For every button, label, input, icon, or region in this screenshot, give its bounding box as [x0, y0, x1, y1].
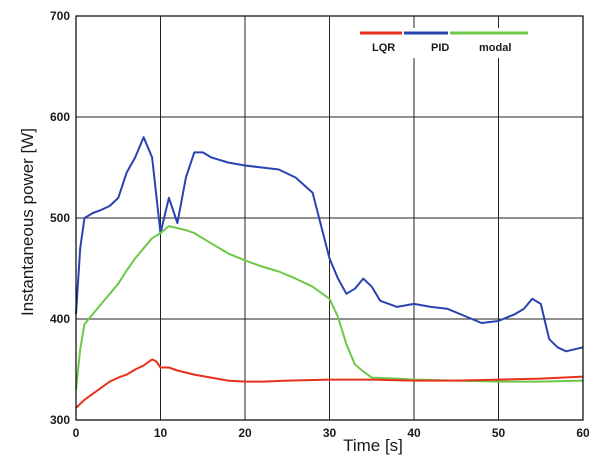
series-line-lqr — [75, 358, 584, 409]
x-tick-label: 30 — [323, 426, 337, 440]
x-tick-label: 0 — [73, 426, 80, 440]
series-layer — [75, 136, 584, 409]
plot-frame — [75, 15, 584, 421]
y-axis-label: Instantaneous power [W] — [18, 128, 37, 316]
legend-label-modal: modal — [479, 42, 511, 54]
x-tick-label: 60 — [576, 426, 590, 440]
series-line-pid — [75, 136, 584, 353]
x-axis-label: Time [s] — [343, 436, 403, 455]
x-tick-label: 20 — [238, 426, 252, 440]
series-line-modal — [75, 225, 584, 390]
y-tick-label: 700 — [50, 9, 70, 23]
legend-label-lqr: LQR — [372, 42, 395, 54]
y-tick-label: 600 — [50, 110, 70, 124]
x-tick-label: 40 — [407, 426, 421, 440]
y-tick-label: 300 — [50, 413, 70, 427]
y-tick-label: 400 — [50, 312, 70, 326]
legend-label-pid: PID — [431, 42, 449, 54]
x-tick-label: 10 — [154, 426, 168, 440]
y-tick-label: 500 — [50, 211, 70, 225]
tick-labels: 0 10 20 30 40 50 60 300 400 500 600 700 — [50, 9, 590, 440]
legend: LQR PID modal — [358, 28, 528, 58]
x-tick-label: 50 — [492, 426, 506, 440]
